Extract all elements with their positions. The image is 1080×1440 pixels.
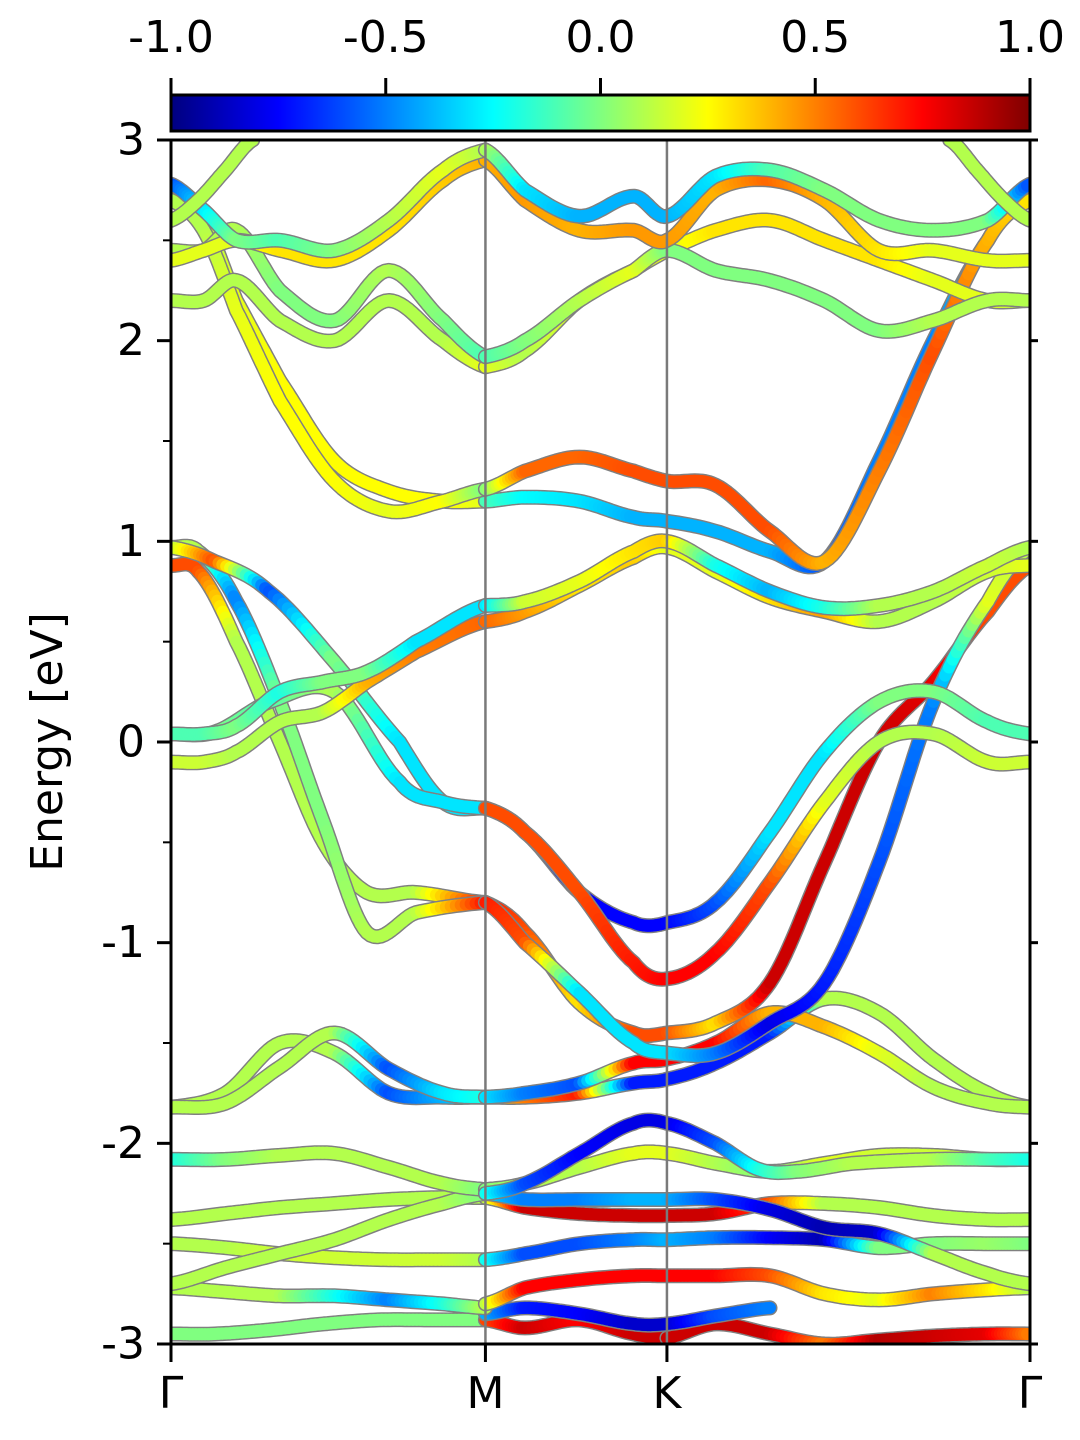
band-outline (477, 557, 1030, 1044)
band-segment (477, 1300, 778, 1333)
band-segment (477, 1266, 1030, 1312)
colorbar-tick-label: 0.5 (780, 12, 850, 63)
band-segment (477, 539, 1030, 1064)
band-outline (477, 212, 1030, 375)
band-segment (477, 152, 1030, 269)
band-segment (477, 212, 1030, 375)
band-segment (477, 533, 1030, 617)
band-segment (171, 1025, 493, 1115)
band-segment (171, 142, 493, 259)
colorbar-tick-label: -0.5 (343, 12, 429, 63)
band-segment (477, 1186, 1030, 1292)
band-segment (477, 724, 1030, 987)
band-segment (171, 598, 493, 743)
band-segment (477, 242, 1030, 365)
colorbar-gradient (169, 93, 1032, 133)
colorbar-tick-label: -1.0 (128, 12, 214, 63)
colorbar: -1.0 -0.5 0.0 0.5 1.0 (128, 12, 1065, 133)
band-segment (477, 1229, 1030, 1268)
band-segment (171, 1280, 493, 1316)
band-lines (171, 140, 1030, 1344)
band-segment (659, 1316, 1030, 1344)
band-segment (171, 272, 493, 375)
band-segment (171, 1312, 493, 1342)
band-segment (477, 557, 1030, 1044)
band-segment (477, 1112, 1030, 1201)
colorbar-tick-label: 0.0 (566, 12, 636, 63)
band-segment (171, 1145, 493, 1197)
band-segment (477, 192, 1030, 572)
colorbar-tick-label: 1.0 (995, 12, 1065, 63)
colorbar-ticks: -1.0 -0.5 0.0 0.5 1.0 (128, 12, 1065, 95)
band-segment (171, 1186, 493, 1292)
